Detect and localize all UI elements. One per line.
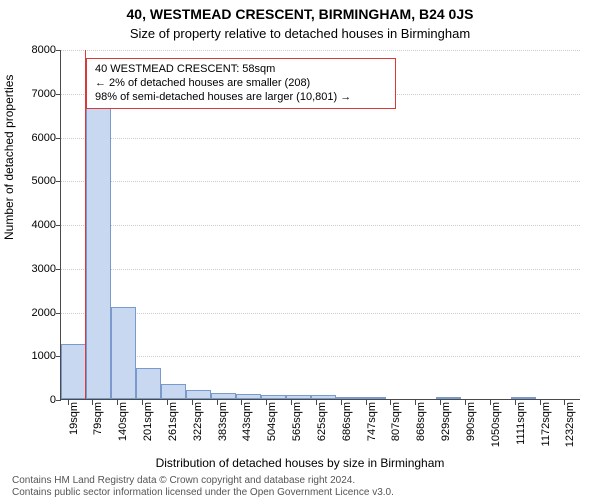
histogram-bar [61, 344, 86, 399]
y-tick-mark [56, 269, 61, 270]
y-tick-label: 7000 [32, 88, 56, 100]
x-tick-label: 383sqm [217, 402, 229, 441]
x-tick-label: 1050sqm [490, 402, 502, 447]
histogram-bar [361, 397, 386, 399]
gridline [61, 225, 580, 226]
histogram-bar [336, 397, 361, 399]
x-tick-label: 140sqm [117, 402, 129, 441]
y-tick-mark [56, 225, 61, 226]
x-tick-label: 1172sqm [540, 402, 552, 446]
gridline [61, 50, 580, 51]
y-tick-label: 4000 [32, 219, 56, 231]
x-tick-label: 807sqm [390, 402, 402, 441]
y-tick-labels: 010002000300040005000600070008000 [0, 50, 58, 400]
x-tick-labels: 19sqm 79sqm 140sqm 201sqm 261sqm 322sqm 383sqm… [60, 400, 580, 450]
x-tick-label: 79sqm [92, 402, 104, 435]
histogram-bar [261, 395, 286, 399]
chart-subtitle: Size of property relative to detached ho… [0, 26, 600, 41]
y-tick-label: 1000 [32, 350, 56, 362]
footer-licence: Contains public sector information licen… [12, 487, 394, 498]
histogram-bar [86, 108, 111, 399]
x-tick-label: 261sqm [167, 402, 179, 441]
x-tick-label: 868sqm [415, 402, 427, 441]
y-tick-label: 2000 [32, 307, 56, 319]
x-tick-label: 322sqm [192, 402, 204, 441]
y-tick-label: 6000 [32, 132, 56, 144]
x-axis-label: Distribution of detached houses by size … [0, 456, 600, 470]
y-tick-mark [56, 181, 61, 182]
chart-container: { "title": "40, WESTMEAD CRESCENT, BIRMI… [0, 0, 600, 500]
annotation-line3: 98% of semi-detached houses are larger (… [95, 91, 387, 105]
gridline [61, 269, 580, 270]
y-tick-mark [56, 94, 61, 95]
annotation-line1: 40 WESTMEAD CRESCENT: 58sqm [95, 63, 387, 77]
x-tick-label: 990sqm [465, 402, 477, 441]
gridline [61, 181, 580, 182]
x-tick-label: 565sqm [291, 402, 303, 441]
x-tick-label: 201sqm [142, 402, 154, 441]
y-tick-mark [56, 50, 61, 51]
x-tick-label: 929sqm [440, 402, 452, 441]
x-tick-label: 443sqm [241, 402, 253, 441]
x-tick-label: 686sqm [341, 402, 353, 441]
histogram-bar [161, 384, 186, 399]
x-tick-label: 504sqm [266, 402, 278, 441]
x-tick-label: 747sqm [366, 402, 378, 441]
histogram-bar [136, 368, 161, 399]
x-tick-label: 19sqm [68, 402, 80, 435]
gridline [61, 313, 580, 314]
histogram-bar [286, 395, 311, 399]
histogram-bar [511, 397, 536, 399]
y-tick-label: 8000 [32, 44, 56, 56]
gridline [61, 356, 580, 357]
histogram-bar [236, 394, 261, 399]
histogram-bar [186, 390, 211, 399]
histogram-bar [436, 397, 461, 399]
y-tick-label: 5000 [32, 175, 56, 187]
y-tick-mark [56, 313, 61, 314]
gridline [61, 138, 580, 139]
annotation-line2: ← 2% of detached houses are smaller (208… [95, 77, 387, 91]
x-tick-label: 625sqm [316, 402, 328, 441]
y-tick-mark [56, 138, 61, 139]
annotation-box: 40 WESTMEAD CRESCENT: 58sqm ← 2% of deta… [86, 58, 396, 109]
histogram-bar [111, 307, 136, 399]
histogram-bar [311, 395, 336, 399]
x-tick-label: 1111sqm [515, 402, 527, 445]
chart-title: 40, WESTMEAD CRESCENT, BIRMINGHAM, B24 0… [0, 6, 600, 22]
histogram-bar [211, 393, 236, 399]
footer-copyright: Contains HM Land Registry data © Crown c… [12, 475, 355, 486]
x-tick-label: 1232sqm [564, 402, 576, 447]
y-tick-label: 3000 [32, 263, 56, 275]
